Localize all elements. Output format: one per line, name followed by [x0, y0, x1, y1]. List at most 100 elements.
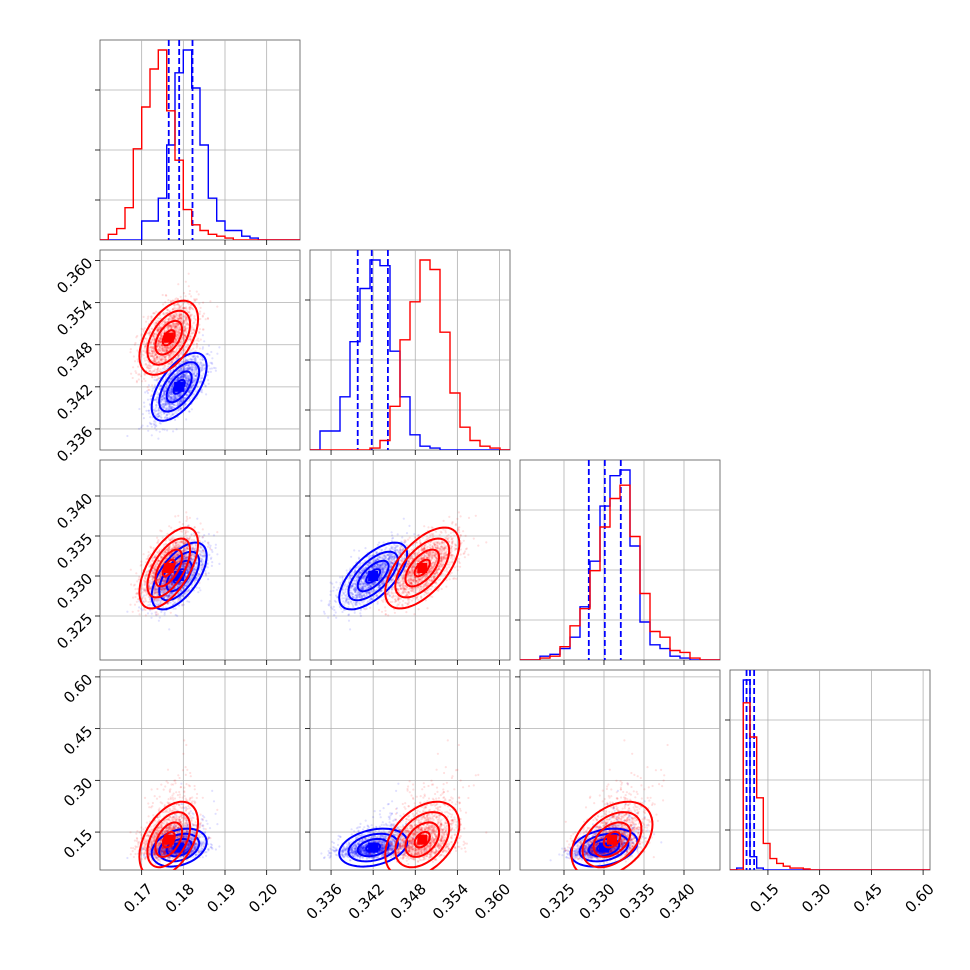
scatter-point	[148, 412, 151, 415]
scatter-point	[148, 352, 151, 355]
scatter-point	[157, 376, 160, 380]
scatter-point	[187, 377, 190, 381]
scatter-point	[188, 377, 191, 380]
scatter-point	[165, 386, 168, 389]
scatter-point	[150, 345, 153, 348]
scatter-point	[158, 415, 161, 418]
scatter-point	[178, 376, 181, 379]
scatter-point	[187, 363, 190, 366]
scatter-point	[193, 370, 196, 373]
scatter-point	[142, 349, 145, 352]
scatter-point	[201, 347, 204, 350]
scatter-point	[182, 292, 186, 295]
scatter-point	[147, 429, 150, 432]
scatter-point	[193, 378, 197, 381]
scatter-point	[177, 410, 180, 413]
scatter-point	[172, 383, 175, 387]
scatter-point	[186, 374, 189, 378]
y-tick-label: 0.360	[53, 254, 96, 297]
scatter-point	[195, 366, 198, 369]
scatter-point	[188, 391, 191, 394]
scatter-point	[141, 424, 144, 427]
scatter-point	[169, 380, 172, 383]
scatter-point	[174, 397, 177, 400]
x-tick-label: 0.20	[245, 880, 281, 916]
scatter-point	[167, 397, 171, 400]
scatter-point	[143, 377, 146, 380]
scatter-point	[196, 355, 199, 358]
scatter-point	[190, 385, 193, 388]
scatter-point	[186, 378, 189, 381]
scatter-point	[171, 376, 174, 379]
scatter-point	[185, 386, 188, 390]
scatter-point	[163, 393, 166, 396]
scatter-point	[186, 366, 189, 369]
scatter-point	[187, 303, 190, 306]
scatter-point	[187, 285, 190, 288]
scatter-point	[162, 392, 165, 395]
x-tick-label: 0.330	[576, 880, 619, 923]
scatter-point	[177, 394, 180, 397]
scatter-point	[173, 394, 176, 397]
scatter-point	[164, 403, 167, 406]
scatter-point	[192, 377, 195, 380]
scatter-point	[154, 425, 157, 428]
scatter-point	[204, 385, 207, 388]
scatter-point	[179, 295, 182, 298]
scatter-point	[162, 367, 165, 370]
scatter-point	[137, 378, 140, 381]
scatter-point	[199, 377, 202, 380]
scatter-point	[177, 363, 180, 366]
scatter-point	[151, 350, 154, 353]
scatter-point	[190, 363, 193, 366]
scatter-point	[163, 404, 166, 407]
scatter-point	[166, 416, 169, 420]
scatter-point	[182, 375, 186, 378]
scatter-point	[144, 351, 147, 354]
scatter-point	[158, 430, 161, 433]
scatter-point	[185, 331, 188, 334]
scatter-point	[183, 404, 187, 407]
scatter-point	[177, 370, 180, 374]
scatter-point	[170, 376, 173, 379]
scatter-point	[196, 385, 199, 389]
y-tick-label: 0.325	[53, 610, 96, 653]
scatter-point	[188, 367, 191, 370]
scatter-point	[182, 376, 185, 379]
scatter-point	[150, 354, 153, 358]
scatter-point	[188, 367, 191, 370]
scatter-point	[171, 407, 174, 410]
scatter-point	[155, 400, 159, 403]
scatter-point	[192, 392, 195, 395]
scatter-point	[170, 397, 173, 400]
scatter-point	[192, 381, 195, 384]
scatter-point	[169, 397, 172, 401]
scatter-point	[153, 424, 156, 427]
scatter-point	[157, 411, 160, 415]
scatter-point	[184, 374, 187, 378]
scatter-point	[171, 383, 174, 386]
scatter-point	[147, 315, 150, 318]
scatter-point	[185, 306, 188, 309]
scatter-point	[168, 372, 171, 375]
scatter-point	[177, 395, 180, 398]
scatter-point	[191, 328, 194, 331]
scatter-point	[150, 315, 153, 318]
scatter-point	[186, 377, 189, 380]
scatter-point	[198, 381, 201, 384]
scatter-point	[190, 358, 194, 361]
scatter-point	[153, 375, 156, 378]
scatter-point	[170, 377, 173, 380]
scatter-point	[190, 370, 193, 373]
scatter-point	[167, 380, 170, 383]
scatter-point	[187, 375, 190, 378]
scatter-point	[171, 395, 174, 398]
scatter-point	[160, 400, 163, 403]
scatter-point	[187, 380, 190, 383]
scatter-point	[146, 391, 150, 395]
scatter-point	[164, 403, 168, 406]
scatter-point	[126, 610, 129, 613]
scatter-point	[183, 368, 186, 372]
scatter-point	[169, 397, 173, 400]
scatter-point	[172, 375, 175, 378]
